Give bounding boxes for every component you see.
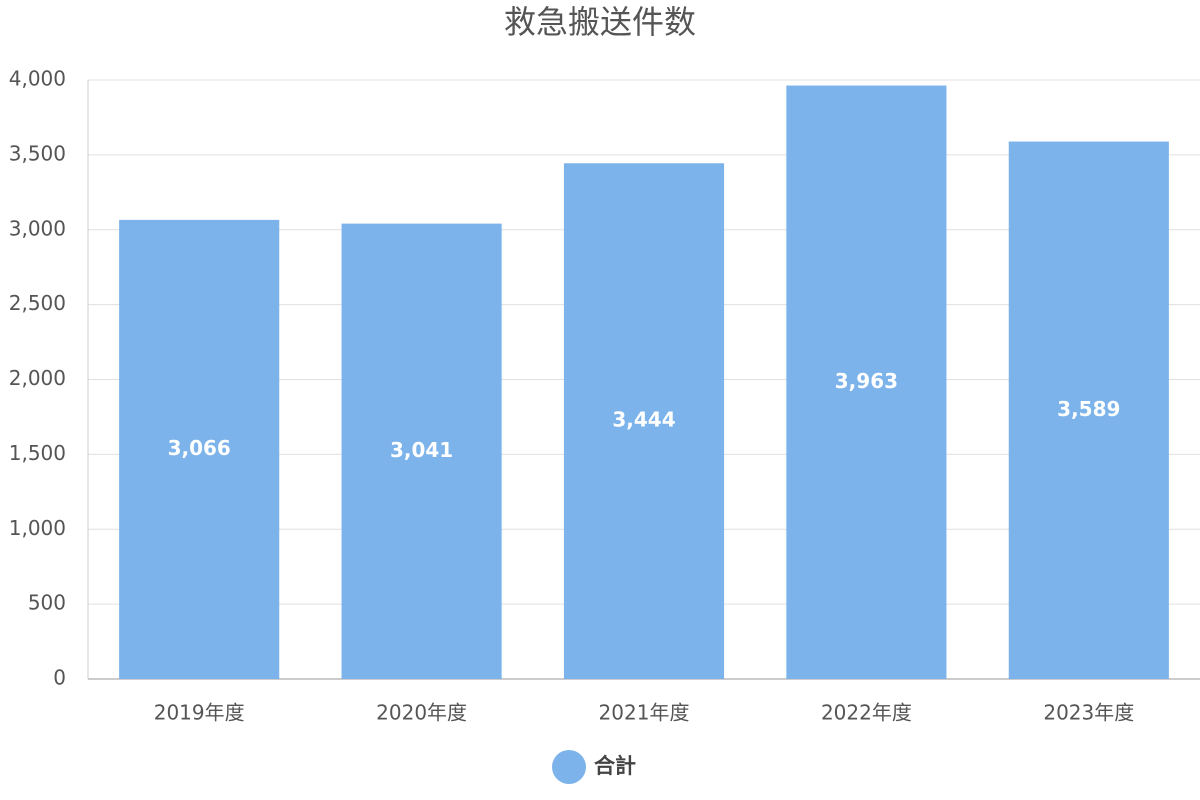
x-tick-label: 2020年度: [376, 701, 467, 725]
y-tick-label: 2,000: [9, 366, 66, 390]
data-label: 3,589: [1057, 397, 1120, 421]
y-tick-label: 3,500: [9, 141, 66, 165]
bar: [563, 163, 725, 680]
x-tick-label: 2019年度: [154, 701, 245, 725]
y-tick-label: 2,500: [9, 291, 66, 315]
y-tick-label: 1,500: [9, 441, 66, 465]
y-tick-label: 500: [28, 591, 66, 615]
data-label: 3,066: [168, 436, 231, 460]
bar: [341, 223, 502, 680]
data-label: 3,444: [612, 408, 675, 432]
data-label: 3,963: [835, 369, 898, 393]
x-tick-label: 2021年度: [599, 701, 690, 725]
x-tick-label: 2023年度: [1043, 701, 1134, 725]
bar: [786, 85, 947, 679]
y-tick-label: 1,000: [9, 516, 66, 540]
bar: [1008, 141, 1169, 680]
y-tick-label: 3,000: [9, 216, 66, 240]
chart-title: 救急搬送件数: [504, 3, 696, 41]
y-tick-label: 0: [53, 666, 66, 690]
bar: [119, 219, 280, 679]
data-label: 3,041: [390, 438, 453, 462]
y-tick-label: 4,000: [9, 67, 66, 91]
legend-label: 合計: [594, 754, 636, 778]
legend-marker: [552, 750, 586, 784]
x-tick-label: 2022年度: [821, 701, 912, 725]
